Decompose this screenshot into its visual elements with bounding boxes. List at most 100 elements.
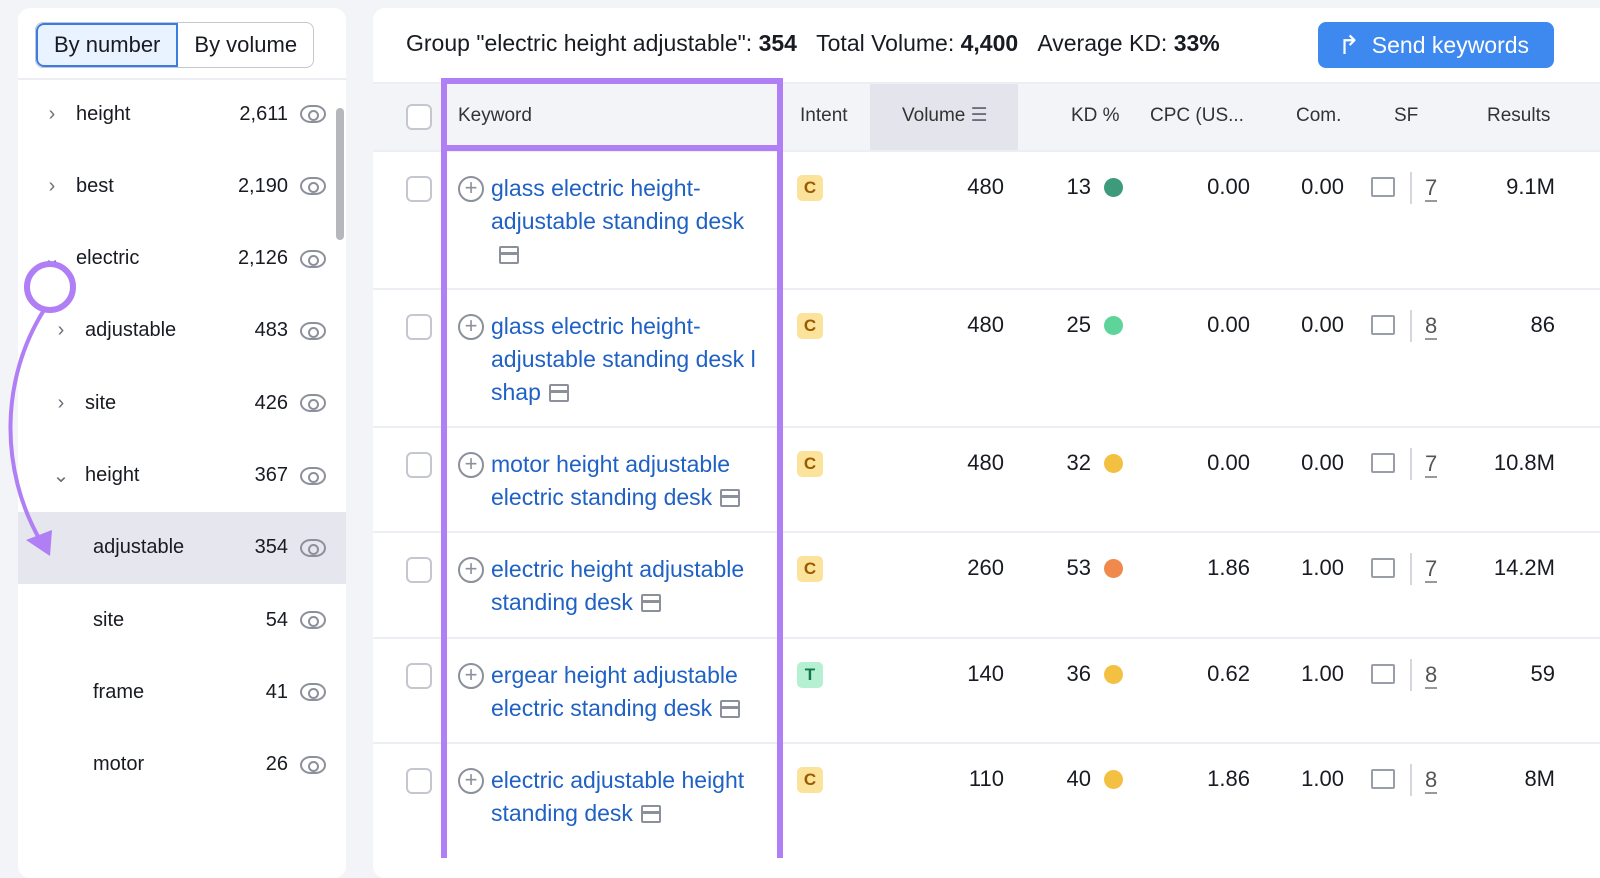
eye-icon[interactable] — [300, 249, 326, 268]
table-row: + ergear height adjustable electric stan… — [373, 637, 1600, 742]
col-kd[interactable]: KD % — [1071, 105, 1120, 126]
node-count: 2,611 — [239, 102, 288, 125]
serp-features-icon[interactable] — [1371, 558, 1395, 578]
add-keyword-icon[interactable]: + — [458, 557, 484, 583]
serp-icon[interactable] — [640, 805, 661, 823]
divider — [1410, 764, 1412, 796]
cpc: 1.86 — [1207, 555, 1250, 580]
serp-features-count[interactable]: 8 — [1425, 313, 1438, 340]
eye-icon[interactable] — [300, 538, 326, 557]
chevron-right-icon[interactable]: › — [57, 319, 65, 342]
select-all-checkbox[interactable] — [406, 104, 432, 130]
serp-features-count[interactable]: 8 — [1425, 662, 1438, 689]
eye-icon[interactable] — [300, 611, 326, 630]
tree-node[interactable]: ⌄ electric 2,126 — [18, 223, 346, 295]
competition: 1.00 — [1301, 661, 1344, 686]
scrollbar[interactable] — [336, 108, 344, 240]
volume: 480 — [967, 174, 1004, 199]
col-com[interactable]: Com. — [1296, 105, 1342, 126]
chevron-down-icon[interactable]: ⌄ — [52, 465, 70, 487]
tree-node[interactable]: › site 426 — [18, 367, 346, 439]
eye-icon[interactable] — [300, 466, 326, 485]
add-keyword-icon[interactable]: + — [458, 768, 484, 794]
results: 59 — [1530, 661, 1555, 686]
eye-icon[interactable] — [300, 321, 326, 340]
row-checkbox[interactable] — [406, 452, 432, 478]
tree-node[interactable]: site 54 — [18, 584, 346, 656]
serp-features-icon[interactable] — [1371, 769, 1395, 789]
node-count: 483 — [254, 319, 288, 342]
eye-icon[interactable] — [300, 683, 326, 702]
serp-features-icon[interactable] — [1371, 177, 1395, 197]
chevron-right-icon[interactable]: › — [48, 102, 56, 125]
tree-node[interactable]: › best 2,190 — [18, 150, 346, 222]
chevron-right-icon[interactable]: › — [57, 391, 65, 414]
kd-value: 13 — [1066, 174, 1091, 199]
add-keyword-icon[interactable]: + — [458, 314, 484, 340]
keyword-link[interactable]: glass electric height-adjustable standin… — [491, 172, 771, 271]
col-intent[interactable]: Intent — [800, 105, 848, 126]
node-count: 426 — [254, 391, 288, 414]
keyword-link[interactable]: glass electric height-adjustable standin… — [491, 313, 756, 405]
cpc: 1.86 — [1207, 766, 1250, 791]
serp-features-icon[interactable] — [1371, 664, 1395, 684]
tree-node[interactable]: › height 2,611 — [18, 78, 346, 150]
send-keywords-label: Send keywords — [1371, 31, 1530, 58]
sort-icon: ☰ — [970, 105, 988, 126]
tree-node[interactable]: frame 41 — [18, 656, 346, 728]
kd-indicator — [1104, 316, 1123, 335]
eye-icon[interactable] — [300, 394, 326, 413]
chevron-down-icon[interactable]: ⌄ — [43, 248, 61, 271]
divider — [1410, 659, 1412, 691]
col-cpc[interactable]: CPC (US... — [1150, 105, 1244, 126]
serp-icon[interactable] — [720, 700, 741, 718]
col-keyword[interactable]: Keyword — [458, 105, 532, 126]
serp-icon[interactable] — [548, 384, 569, 402]
keyword-link[interactable]: ergear height adjustable electric standi… — [491, 659, 771, 725]
kd-value: 36 — [1066, 661, 1091, 686]
serp-features-icon[interactable] — [1371, 453, 1395, 473]
by-volume-button[interactable]: By volume — [194, 32, 298, 57]
col-results[interactable]: Results — [1487, 105, 1551, 126]
eye-icon[interactable] — [300, 105, 326, 123]
tree-node[interactable]: ⌄ height 367 — [18, 440, 346, 512]
serp-features-count[interactable]: 7 — [1425, 175, 1438, 202]
group-sort-toggle: By number By volume — [35, 22, 315, 68]
eye-icon[interactable] — [300, 755, 326, 774]
serp-features-icon[interactable] — [1371, 315, 1395, 335]
eye-icon[interactable] — [300, 177, 326, 196]
row-checkbox[interactable] — [406, 314, 432, 340]
col-sf[interactable]: SF — [1394, 105, 1419, 126]
volume: 110 — [968, 766, 1004, 791]
add-keyword-icon[interactable]: + — [458, 452, 484, 478]
intent-badge: C — [797, 767, 823, 793]
serp-icon[interactable] — [499, 246, 519, 264]
results: 10.8M — [1493, 450, 1555, 475]
serp-icon[interactable] — [640, 594, 661, 612]
row-checkbox[interactable] — [406, 768, 432, 794]
col-volume[interactable]: Volume ☰ — [870, 84, 1018, 150]
keyword-link[interactable]: electric adjustable height standing desk — [491, 767, 745, 826]
kd-indicator — [1104, 178, 1123, 197]
tree-node[interactable]: › adjustable 483 — [18, 295, 346, 367]
by-number-button[interactable]: By number — [36, 23, 179, 67]
node-count: 2,190 — [237, 174, 288, 197]
serp-features-count[interactable]: 7 — [1425, 556, 1438, 583]
chevron-right-icon[interactable]: › — [48, 174, 56, 197]
serp-features-count[interactable]: 7 — [1425, 451, 1438, 478]
serp-features-count[interactable]: 8 — [1425, 767, 1438, 794]
send-keywords-button[interactable]: ↱ Send keywords — [1318, 22, 1554, 68]
node-label: adjustable — [85, 319, 177, 342]
tree-node[interactable]: adjustable 354 — [18, 511, 346, 584]
tree-node[interactable]: motor 26 — [18, 729, 346, 801]
node-label: height — [85, 464, 140, 486]
row-checkbox[interactable] — [406, 663, 432, 689]
add-keyword-icon[interactable]: + — [458, 176, 484, 202]
add-keyword-icon[interactable]: + — [458, 663, 484, 689]
serp-icon[interactable] — [720, 489, 741, 507]
intent-badge: C — [797, 175, 823, 201]
row-checkbox[interactable] — [406, 176, 432, 202]
keyword-link[interactable]: motor height adjustable electric standin… — [491, 448, 771, 514]
keyword-link[interactable]: electric height adjustable standing desk — [491, 556, 745, 615]
row-checkbox[interactable] — [406, 557, 432, 583]
